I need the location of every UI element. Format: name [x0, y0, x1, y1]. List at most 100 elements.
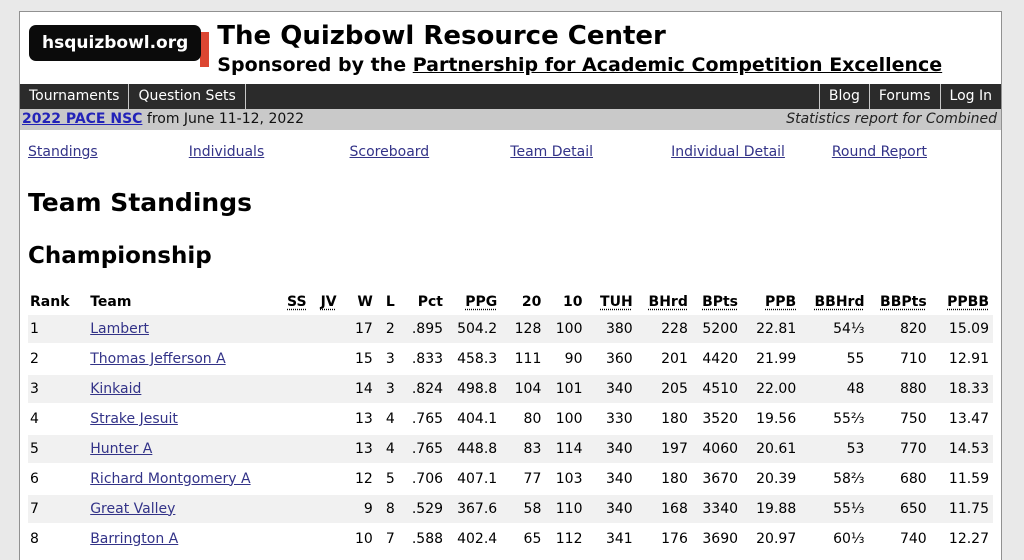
- cell-team: Great Valley: [86, 494, 283, 523]
- cell-team: Kinkaid: [86, 374, 283, 403]
- col-header-bbpts: BBPts: [880, 293, 927, 310]
- cell-bbhrd: 54⅓: [800, 314, 869, 343]
- cell-l: 3: [385, 350, 395, 367]
- team-link[interactable]: Richard Montgomery A: [90, 470, 251, 487]
- col-header-tuh: TUH: [600, 293, 633, 310]
- section-title: Championship: [28, 242, 212, 269]
- cell-bbpts: 740: [899, 530, 927, 547]
- report-nav-team-detail[interactable]: Team Detail: [510, 143, 593, 160]
- cell-bbpts: 750: [899, 410, 927, 427]
- nav-item-log-in[interactable]: Log In: [939, 83, 1001, 109]
- team-link[interactable]: Lambert: [90, 320, 149, 337]
- cell-pct: .765: [398, 434, 448, 463]
- col-header-pct: Pct: [417, 293, 444, 310]
- cell-bbpts: 710: [899, 350, 927, 367]
- report-nav-individual-detail[interactable]: Individual Detail: [671, 143, 785, 160]
- team-link[interactable]: Strake Jesuit: [90, 410, 178, 427]
- cell-bbhrd: 55⅓: [800, 494, 869, 523]
- cell-ppbb: 14.53: [930, 434, 993, 463]
- cell-l: 2: [376, 314, 399, 343]
- cell-w: 14: [340, 374, 377, 403]
- tournament-link[interactable]: 2022 PACE NSC: [22, 111, 143, 128]
- cell-ppg: 404.1: [457, 410, 498, 427]
- col-header-10: 10: [563, 293, 583, 310]
- cell-ppb: 19.88: [742, 494, 801, 523]
- table-row: 4 Strake Jesuit 13 4 .765 404.1 80 100 330 180 352…: [28, 405, 993, 433]
- cell-bhrd: 168: [636, 494, 692, 523]
- col-header-bbhrd: BBHrd: [814, 293, 865, 310]
- cell-w: 10: [354, 530, 373, 547]
- report-nav-scoreboard[interactable]: Scoreboard: [349, 143, 430, 160]
- cell-ppb: 22.81: [742, 314, 801, 343]
- cell-tuh: 340: [605, 470, 633, 487]
- report-nav-standings[interactable]: Standings: [28, 143, 98, 160]
- cell-tuh: 340: [586, 494, 637, 523]
- tournament-dates: from June 11-12, 2022: [142, 111, 305, 128]
- nav-item-blog[interactable]: Blog: [818, 83, 869, 109]
- site-logo[interactable]: hsquizbowl.org: [29, 25, 210, 67]
- cell-l: 4: [385, 410, 395, 427]
- cell-bbhrd: 60⅓: [833, 530, 865, 547]
- report-nav-individuals[interactable]: Individuals: [188, 143, 265, 160]
- cell-l: 4: [376, 434, 399, 463]
- cell-bhrd: 180: [661, 470, 688, 487]
- nav-item-tournaments[interactable]: Tournaments: [20, 83, 130, 109]
- cell-jv: [311, 345, 341, 373]
- cell-w: 17: [340, 314, 377, 343]
- cell-10: 100: [545, 314, 587, 343]
- cell-pct: .824: [398, 374, 448, 403]
- page-title: Team Standings: [28, 187, 252, 217]
- table-header-row: Rank Team SS JV W L Pct PPG 20 10 TUH BHrd BPts PPB BB…: [28, 291, 993, 313]
- col-header-ss: SS: [287, 293, 307, 310]
- cell-ss: [283, 465, 311, 493]
- cell-bhrd: 176: [661, 530, 688, 547]
- report-type-label: Statistics report for Combined: [786, 111, 997, 128]
- cell-rank: 5: [28, 434, 87, 463]
- nav-item-forums[interactable]: Forums: [868, 83, 940, 109]
- cell-w: 15: [354, 350, 373, 367]
- nav-item-question-sets[interactable]: Question Sets: [129, 83, 246, 109]
- navbar-left: Tournaments Question Sets: [20, 83, 246, 109]
- team-link[interactable]: Barrington A: [90, 530, 179, 547]
- cell-pct: .588: [411, 530, 444, 547]
- col-header-w: W: [357, 293, 373, 310]
- cell-ss: [282, 494, 311, 523]
- table-row: 1 Lambert 17 2.895 504.2 128 100 380 228 5200 22.8…: [28, 314, 993, 343]
- cell-ppg: 448.8: [447, 434, 502, 463]
- cell-bbpts: 820: [868, 314, 931, 343]
- navbar-spacer: [246, 84, 819, 109]
- cell-ppbb: 12.91: [948, 350, 989, 367]
- col-header-jv: JV: [320, 293, 337, 310]
- cell-jv: [310, 314, 341, 343]
- team-link[interactable]: Thomas Jefferson A: [90, 350, 226, 367]
- team-link[interactable]: Hunter A: [90, 440, 153, 457]
- team-link[interactable]: Great Valley: [90, 500, 176, 517]
- cell-bpts: 3340: [691, 494, 743, 523]
- cell-ppbb: 15.09: [930, 314, 993, 343]
- cell-rank: 1: [28, 314, 87, 343]
- table-row: 6 Richard Montgomery A 12 5 .706 407.1 77 103 34…: [28, 465, 993, 493]
- cell-pct: .765: [411, 410, 444, 427]
- cell-10: 90: [564, 350, 583, 367]
- cell-ppg: 367.6: [447, 494, 502, 523]
- report-nav-round-report[interactable]: Round Report: [831, 143, 927, 160]
- cell-rank: 7: [28, 494, 87, 523]
- sponsor-link[interactable]: Partnership for Academic Competition Exc…: [412, 53, 943, 76]
- cell-pct: .529: [398, 494, 448, 523]
- col-header-ppb: PPB: [765, 293, 797, 310]
- cell-bbpts: 880: [868, 374, 931, 403]
- table-row: 7 Great Valley 9 8.529 367.6 58 110 340 168 3340 1…: [28, 494, 993, 523]
- cell-bbhrd: 55: [846, 350, 865, 367]
- cell-jv: [310, 494, 341, 523]
- cell-ss: [282, 374, 311, 403]
- cell-10: 110: [545, 494, 587, 523]
- cell-bbhrd: 55⅔: [833, 410, 865, 427]
- cell-rank: 6: [30, 470, 39, 487]
- cell-ppbb: 11.75: [930, 494, 993, 523]
- cell-ppb: 20.97: [756, 530, 797, 547]
- site-title: The Quizbowl Resource Center: [217, 21, 666, 51]
- cell-ppg: 458.3: [457, 350, 498, 367]
- team-link[interactable]: Kinkaid: [90, 380, 142, 397]
- cell-l: 5: [385, 470, 395, 487]
- cell-20: 65: [523, 530, 542, 547]
